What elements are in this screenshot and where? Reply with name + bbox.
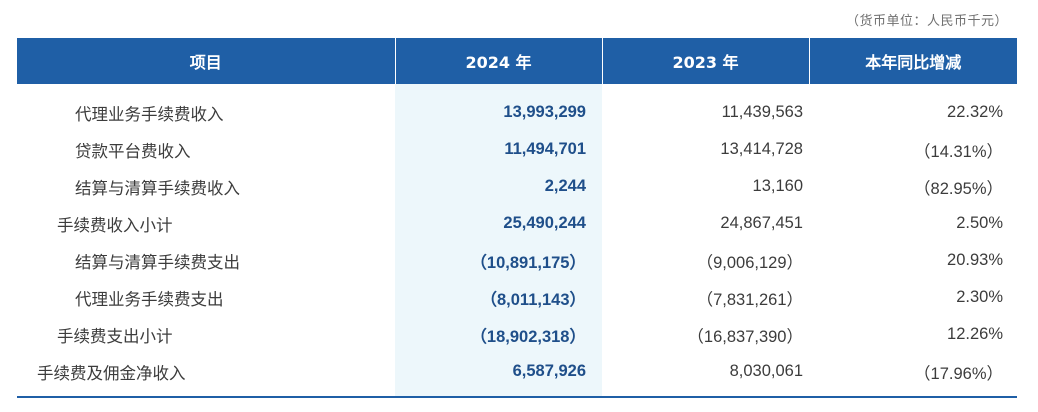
- table-row: 代理业务手续费支出 （8,011,143） （7,831,261） 2.30%: [17, 279, 1017, 316]
- row-change: 12.26%: [947, 325, 1003, 343]
- row-item-label: 结算与清算手续费收入: [75, 178, 240, 198]
- row-value-2023: （16,837,390）: [687, 327, 803, 346]
- row-value-2024: 6,587,926: [395, 353, 602, 398]
- row-change: （17.96%）: [809, 353, 1017, 398]
- table-row: 代理业务手续费收入 13,993,299 11,439,563 22.32%: [17, 84, 1017, 131]
- row-item-label: 代理业务手续费支出: [75, 289, 224, 309]
- row-item-label: 手续费及佣金净收入: [17, 353, 395, 398]
- row-change: （82.95%）: [914, 179, 1003, 198]
- row-value-2023: （7,831,261）: [696, 290, 803, 309]
- table-row: 手续费收入小计 25,490,244 24,867,451 2.50%: [17, 205, 1017, 242]
- row-change: 2.50%: [956, 214, 1003, 232]
- row-value-2024: （10,891,175）: [395, 242, 602, 279]
- table-row: 手续费支出小计 （18,902,318） （16,837,390） 12.26%: [17, 316, 1017, 353]
- table-row: 贷款平台费收入 11,494,701 13,414,728 （14.31%）: [17, 131, 1017, 168]
- row-value-2023: （9,006,129）: [696, 253, 803, 272]
- row-value-2023: 13,160: [752, 177, 803, 195]
- row-value-2023: 11,439,563: [721, 103, 803, 121]
- row-change: 2.30%: [956, 288, 1003, 306]
- table-row: 手续费及佣金净收入 6,587,926 8,030,061 （17.96%）: [17, 353, 1017, 398]
- row-item-label: 手续费收入小计: [57, 215, 173, 235]
- row-value-2024: （18,902,318）: [395, 316, 602, 353]
- row-change: 22.32%: [947, 103, 1003, 121]
- row-value-2023: 24,867,451: [720, 214, 803, 232]
- header-2024: 2024 年: [394, 38, 603, 84]
- table-row: 结算与清算手续费收入 2,244 13,160 （82.95%）: [17, 168, 1017, 205]
- row-item-label: 贷款平台费收入: [75, 141, 191, 161]
- header-item: 项目: [17, 38, 396, 84]
- fee-commission-table: 项目 2024 年 2023 年 本年同比增减 代理业务手续费收入 13,993…: [17, 38, 1017, 398]
- row-value-2024: 11,494,701: [395, 131, 602, 168]
- row-value-2023: 8,030,061: [602, 353, 809, 398]
- row-change: （14.31%）: [914, 142, 1003, 161]
- row-item-label: 结算与清算手续费支出: [75, 252, 240, 272]
- table-row: 结算与清算手续费支出 （10,891,175） （9,006,129） 20.9…: [17, 242, 1017, 279]
- row-value-2023: 13,414,728: [720, 140, 803, 158]
- row-value-2024: 2,244: [395, 168, 602, 205]
- row-value-2024: 25,490,244: [395, 205, 602, 242]
- row-change: 20.93%: [947, 251, 1003, 269]
- header-change: 本年同比增减: [808, 38, 1017, 84]
- row-item-label: 代理业务手续费收入: [75, 104, 224, 124]
- table-header-row: 项目 2024 年 2023 年 本年同比增减: [17, 38, 1017, 84]
- header-2023: 2023 年: [601, 38, 810, 84]
- currency-unit-note: （货币单位：人民币千元）: [845, 14, 1008, 29]
- row-value-2024: （8,011,143）: [395, 279, 602, 316]
- row-value-2024: 13,993,299: [395, 84, 602, 131]
- row-item-label: 手续费支出小计: [57, 326, 173, 346]
